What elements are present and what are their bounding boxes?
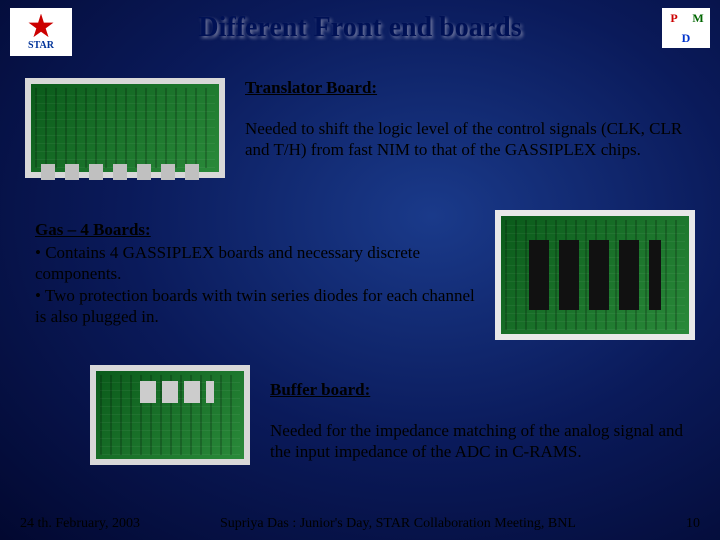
translator-heading: Translator Board: [245, 78, 377, 98]
gas4-bullet-2: Two protection boards with twin series d… [35, 285, 475, 328]
footer-date: 24 th. February, 2003 [20, 516, 200, 532]
footer-center: Supriya Das : Junior's Day, STAR Collabo… [200, 516, 660, 532]
capacitor-row-icon [140, 381, 214, 403]
buffer-heading: Buffer board: [270, 380, 370, 400]
translator-board-image [25, 78, 225, 178]
translator-body: Needed to shift the logic level of the c… [245, 118, 710, 161]
buffer-board-image [90, 365, 250, 465]
gas4-board-image [495, 210, 695, 340]
gas4-bullet-1: Contains 4 GASSIPLEX boards and necessar… [35, 242, 475, 285]
gas4-heading: Gas – 4 Boards: [35, 220, 151, 240]
chip-row-icon [529, 240, 661, 311]
slide-title: Different Front end boards [0, 12, 720, 44]
gas4-body: Contains 4 GASSIPLEX boards and necessar… [35, 242, 475, 327]
footer-page: 10 [660, 516, 700, 532]
footer: 24 th. February, 2003 Supriya Das : Juni… [0, 516, 720, 532]
connector-row-icon [41, 164, 199, 180]
buffer-body: Needed for the impedance matching of the… [270, 420, 700, 463]
